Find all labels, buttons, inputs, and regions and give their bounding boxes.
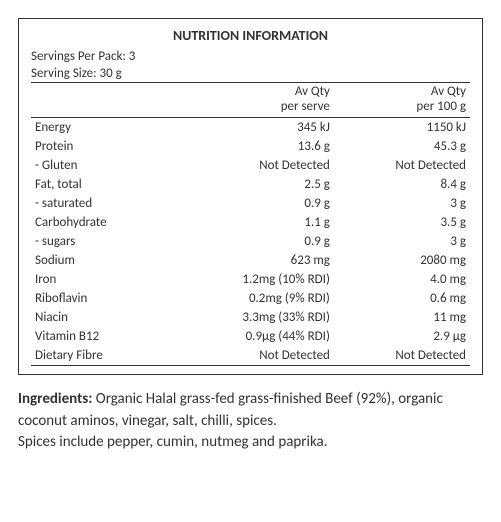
table-row: Fat, total2.5 g8.4 g <box>31 175 470 194</box>
table-row: Dietary FibreNot DetectedNot Detected <box>31 346 470 366</box>
per-100-value: 45.3 g <box>334 137 470 156</box>
per-serve-value: 3.3mg (33% RDI) <box>198 308 334 327</box>
per-serve-value: 623 mg <box>198 251 334 270</box>
ingredients-label: Ingredients: <box>18 390 92 408</box>
per-100-value: 2080 mg <box>334 251 470 270</box>
servings-per-pack: Servings Per Pack: 3 <box>31 48 470 65</box>
header-per-serve: Av Qty per serve <box>198 83 334 118</box>
per-100-value: 2.9 µg <box>334 327 470 346</box>
nutrient-name: Iron <box>31 270 198 289</box>
header-per-100-l1: Av Qty <box>431 84 466 99</box>
nutrient-name: Protein <box>31 137 198 156</box>
table-row: - saturated0.9 g3 g <box>31 194 470 213</box>
nutrient-name: Sodium <box>31 251 198 270</box>
per-serve-value: 0.9µg (44% RDI) <box>198 327 334 346</box>
table-row: Vitamin B120.9µg (44% RDI)2.9 µg <box>31 327 470 346</box>
table-header-row: Av Qty per serve Av Qty per 100 g <box>31 83 470 118</box>
table-row: Riboflavin0.2mg (9% RDI)0.6 mg <box>31 289 470 308</box>
header-per-serve-l1: Av Qty <box>295 84 330 99</box>
nutrient-name: Fat, total <box>31 175 198 194</box>
serving-size: Serving Size: 30 g <box>31 65 470 82</box>
nutrient-name: Carbohydrate <box>31 213 198 232</box>
nutrient-name: - Gluten <box>31 156 198 175</box>
per-serve-value: Not Detected <box>198 346 334 366</box>
per-serve-value: 2.5 g <box>198 175 334 194</box>
ingredients-line2: Spices include pepper, cumin, nutmeg and… <box>18 433 328 451</box>
table-row: Protein13.6 g45.3 g <box>31 137 470 156</box>
table-row: - GlutenNot DetectedNot Detected <box>31 156 470 175</box>
nutrition-table: Av Qty per serve Av Qty per 100 g Energy… <box>31 82 470 366</box>
per-100-value: 3.5 g <box>334 213 470 232</box>
per-100-value: 1150 kJ <box>334 117 470 137</box>
per-serve-value: Not Detected <box>198 156 334 175</box>
per-100-value: Not Detected <box>334 346 470 366</box>
nutrient-name: - sugars <box>31 232 198 251</box>
panel-title: NUTRITION INFORMATION <box>31 25 470 48</box>
nutrient-name: Vitamin B12 <box>31 327 198 346</box>
table-row: Niacin3.3mg (33% RDI)11 mg <box>31 308 470 327</box>
table-row: - sugars0.9 g3 g <box>31 232 470 251</box>
per-100-value: 8.4 g <box>334 175 470 194</box>
per-100-value: 0.6 mg <box>334 289 470 308</box>
per-100-value: Not Detected <box>334 156 470 175</box>
nutrition-panel: NUTRITION INFORMATION Servings Per Pack:… <box>18 18 483 375</box>
table-row: Carbohydrate1.1 g3.5 g <box>31 213 470 232</box>
per-serve-value: 0.9 g <box>198 232 334 251</box>
ingredients-block: Ingredients: Organic Halal grass-fed gra… <box>18 389 483 454</box>
nutrient-name: Niacin <box>31 308 198 327</box>
header-blank <box>31 83 198 118</box>
table-row: Energy345 kJ1150 kJ <box>31 117 470 137</box>
per-100-value: 11 mg <box>334 308 470 327</box>
per-100-value: 3 g <box>334 232 470 251</box>
per-serve-value: 1.2mg (10% RDI) <box>198 270 334 289</box>
nutrient-name: Energy <box>31 117 198 137</box>
per-100-value: 4.0 mg <box>334 270 470 289</box>
per-serve-value: 0.9 g <box>198 194 334 213</box>
nutrient-name: Dietary Fibre <box>31 346 198 366</box>
per-serve-value: 1.1 g <box>198 213 334 232</box>
per-serve-value: 13.6 g <box>198 137 334 156</box>
nutrient-name: Riboflavin <box>31 289 198 308</box>
nutrition-tbody: Energy345 kJ1150 kJProtein13.6 g45.3 g- … <box>31 117 470 365</box>
table-row: Iron1.2mg (10% RDI)4.0 mg <box>31 270 470 289</box>
nutrient-name: - saturated <box>31 194 198 213</box>
per-100-value: 3 g <box>334 194 470 213</box>
header-per-100: Av Qty per 100 g <box>334 83 470 118</box>
table-row: Sodium623 mg2080 mg <box>31 251 470 270</box>
per-serve-value: 345 kJ <box>198 117 334 137</box>
per-serve-value: 0.2mg (9% RDI) <box>198 289 334 308</box>
header-per-serve-l2: per serve <box>281 99 330 114</box>
header-per-100-l2: per 100 g <box>416 99 466 114</box>
